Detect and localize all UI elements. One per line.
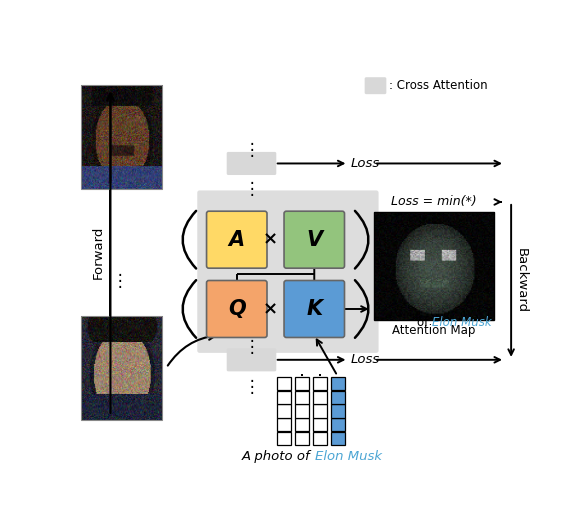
Text: ⋮: ⋮ <box>243 378 260 396</box>
Bar <box>81 85 162 189</box>
FancyBboxPatch shape <box>364 77 386 94</box>
Text: Q: Q <box>228 299 246 319</box>
Bar <box>331 391 345 404</box>
FancyBboxPatch shape <box>197 191 379 353</box>
FancyBboxPatch shape <box>206 211 267 268</box>
FancyBboxPatch shape <box>284 280 345 337</box>
Text: ⋮: ⋮ <box>243 338 260 356</box>
Bar <box>277 404 291 418</box>
Text: ×: × <box>263 300 278 318</box>
FancyBboxPatch shape <box>284 211 345 268</box>
Bar <box>374 212 494 320</box>
Text: ×: × <box>263 231 278 249</box>
Text: of: of <box>417 316 432 328</box>
Text: Loss = min(*): Loss = min(*) <box>391 195 477 209</box>
Bar <box>295 432 309 445</box>
Text: Attention Map: Attention Map <box>392 324 476 337</box>
Text: Loss: Loss <box>350 157 380 170</box>
Bar <box>313 418 326 431</box>
Bar <box>331 404 345 418</box>
Bar <box>295 377 309 390</box>
Text: ⋮: ⋮ <box>243 180 260 198</box>
Bar <box>313 377 326 390</box>
Text: A: A <box>229 230 245 250</box>
Text: Backward: Backward <box>515 248 528 314</box>
Text: ⋮: ⋮ <box>243 142 260 159</box>
Bar <box>277 391 291 404</box>
Bar <box>331 432 345 445</box>
Bar <box>313 391 326 404</box>
Bar <box>277 418 291 431</box>
Bar <box>277 377 291 390</box>
Text: Forward: Forward <box>91 225 104 279</box>
Text: Elon Musk: Elon Musk <box>432 316 492 328</box>
FancyBboxPatch shape <box>227 348 277 371</box>
Bar <box>295 391 309 404</box>
Bar <box>295 418 309 431</box>
Text: K: K <box>306 299 322 319</box>
Bar <box>313 404 326 418</box>
Text: Elon Musk: Elon Musk <box>315 449 382 463</box>
Bar <box>331 418 345 431</box>
Bar <box>277 432 291 445</box>
FancyBboxPatch shape <box>227 152 277 175</box>
Bar <box>331 377 345 390</box>
Text: V: V <box>306 230 322 250</box>
Bar <box>295 404 309 418</box>
FancyBboxPatch shape <box>206 280 267 337</box>
Text: ⋮: ⋮ <box>111 272 128 290</box>
Text: : Cross Attention: : Cross Attention <box>389 79 488 92</box>
Text: A photo of: A photo of <box>242 449 315 463</box>
Bar <box>313 432 326 445</box>
Bar <box>81 316 162 420</box>
Text: Loss: Loss <box>350 353 380 366</box>
